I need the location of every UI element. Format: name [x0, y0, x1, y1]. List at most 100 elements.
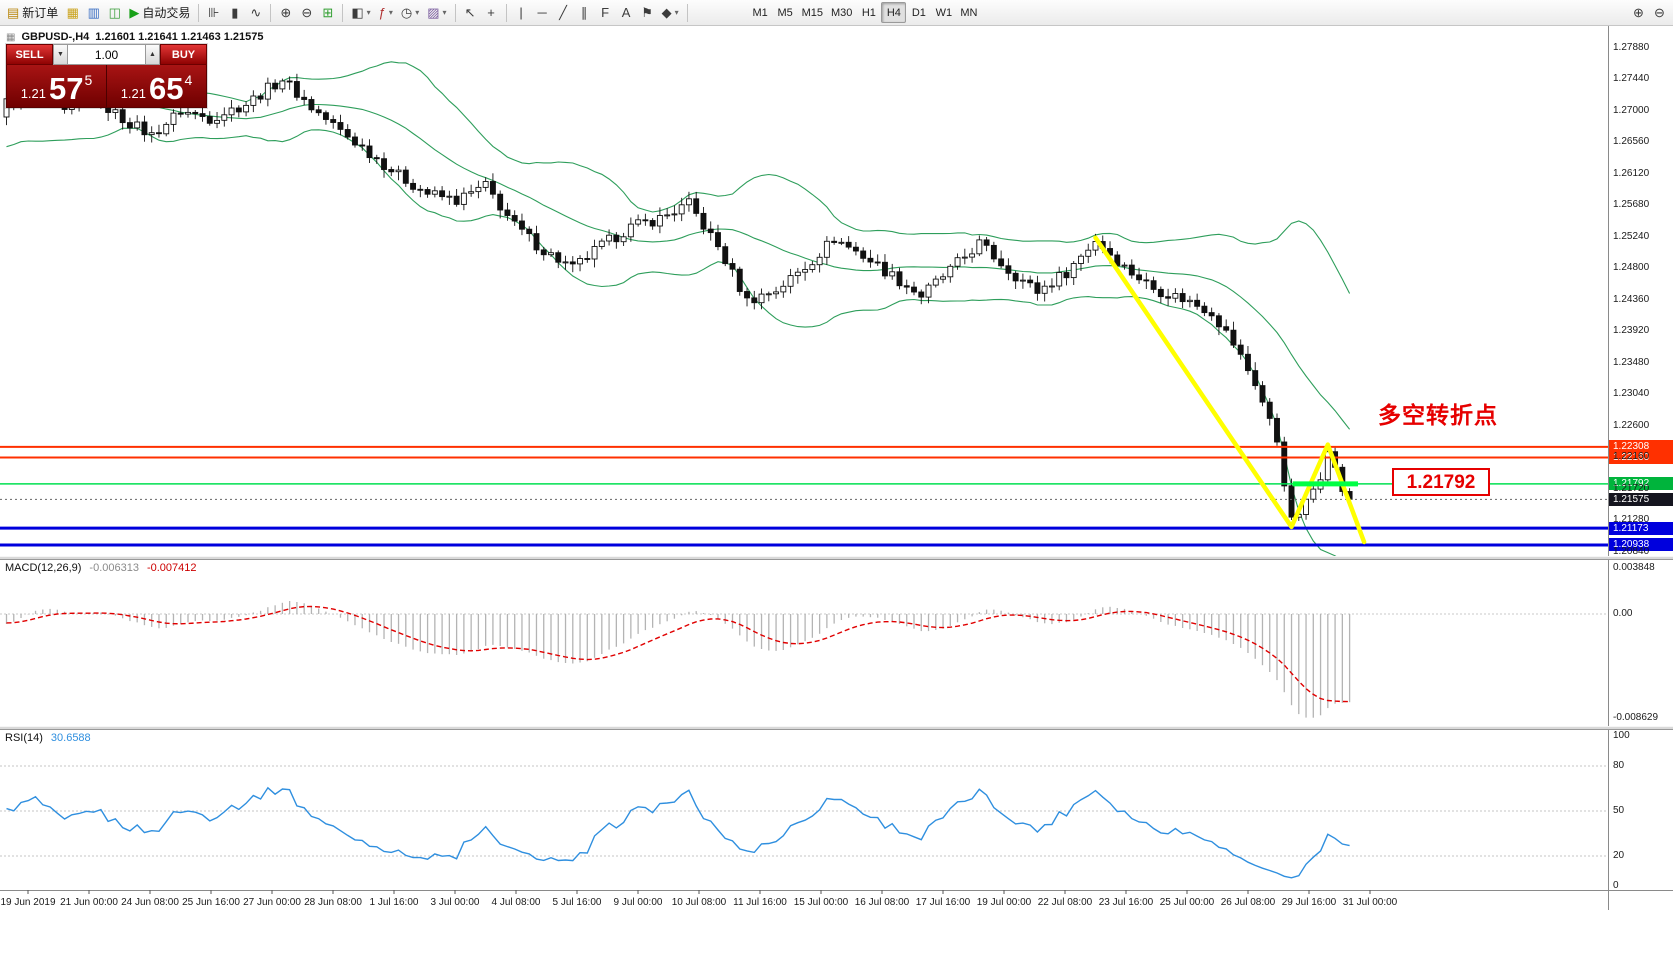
bollinger-middle-band — [6, 99, 1351, 430]
volume-increase-button[interactable]: ▲ — [145, 44, 160, 65]
panel-separator-macd[interactable] — [0, 556, 1673, 560]
trade-panel-prices: 1.21 57 5 1.21 65 4 — [6, 65, 207, 108]
yellow-zigzag-annotation[interactable] — [1093, 235, 1367, 545]
volume-input[interactable] — [68, 44, 145, 65]
indicators-list-icon: ƒ — [378, 5, 386, 20]
panel-separator-rsi[interactable] — [0, 726, 1673, 730]
turning-point-annotation[interactable]: 多空转折点 — [1378, 402, 1498, 428]
templates-button[interactable]: ▨ ▾ — [423, 2, 450, 23]
cursor-button[interactable]: ↖ — [460, 2, 481, 23]
crosshair-button[interactable]: + — [481, 2, 502, 23]
chart-profiles-button[interactable]: ▦ — [62, 2, 83, 23]
shapes-tool-button[interactable]: ◆ ▾ — [658, 2, 683, 23]
toolbar-group-trading: ▤ 新订单 ▦ ▥ ◫ ▶ 自动交易 — [3, 2, 194, 23]
line-chart-mode-icon: ∿ — [250, 5, 262, 20]
new-order-button[interactable]: ▤ 新订单 — [3, 2, 62, 23]
chart-profiles-icon: ▦ — [66, 5, 79, 20]
autotrading-label: 自动交易 — [142, 6, 191, 20]
new-chart-button[interactable]: ◧ ▾ — [347, 2, 374, 23]
buy-price-base: 1.21 — [120, 86, 147, 101]
zoom-out-button[interactable]: ⊖ — [296, 2, 317, 23]
chart-window-icon: ▦ — [6, 31, 16, 43]
toolbar-group-chart-manage: ◧ ▾ ƒ ▾ ◷ ▾ ▨ ▾ — [347, 2, 450, 23]
timeframe-m5-button[interactable]: M5 — [777, 6, 793, 19]
tile-windows-button[interactable]: ⊞ — [317, 2, 338, 23]
timeframe-h1-button[interactable]: H1 — [861, 6, 876, 19]
candlestick-mode-button[interactable]: ▮ — [224, 2, 245, 23]
periods-icon: ◷ — [400, 5, 413, 20]
buy-button[interactable]: BUY — [160, 44, 207, 65]
label-tool-button[interactable]: ⚑ — [637, 2, 658, 23]
market-watch-button[interactable]: ▥ — [83, 2, 104, 23]
macd-signal-line — [6, 605, 1350, 703]
timeframe-mn-button[interactable]: MN — [960, 6, 978, 19]
timeframe-m30-button[interactable]: M30 — [830, 6, 853, 19]
sell-price-display[interactable]: 1.21 57 5 — [7, 65, 106, 107]
vertical-line-tool-button[interactable]: | — [511, 2, 532, 23]
periods-dropdown-icon: ▾ — [415, 8, 420, 17]
magnify-out-button[interactable]: ⊖ — [1649, 2, 1670, 23]
new-order-label: 新订单 — [22, 6, 59, 20]
buy-price-display[interactable]: 1.21 65 4 — [107, 65, 206, 107]
candlestick-mode-icon: ▮ — [231, 5, 239, 20]
toolbar-group-drawing: | ─ ╱ ∥ F A ⚑ ◆ ▾ — [511, 2, 683, 23]
symbol-title: GBPUSD-,H4 — [21, 31, 90, 43]
new-order-icon: ▤ — [7, 5, 20, 20]
price-callout-annotation[interactable]: 1.21792 — [1392, 468, 1490, 496]
symbol-ohlc: 1.21601 1.21641 1.21463 1.21575 — [95, 31, 264, 43]
rsi-line — [6, 786, 1350, 879]
timeframe-w1-button[interactable]: W1 — [935, 6, 953, 19]
toolbar-separator — [505, 3, 507, 22]
toolbar-group-cursor: ↖ + — [460, 2, 502, 23]
line-chart-mode-button[interactable]: ∿ — [245, 2, 266, 23]
periods-button[interactable]: ◷ ▾ — [397, 2, 423, 23]
templates-dropdown-icon: ▾ — [442, 8, 447, 17]
channel-tool-button[interactable]: ∥ — [574, 2, 595, 23]
tile-windows-icon: ⊞ — [322, 5, 334, 20]
timeframe-h4-button[interactable]: H4 — [881, 2, 907, 23]
trendline-tool-button[interactable]: ╱ — [553, 2, 574, 23]
trade-panel-controls: SELL ▼ ▲ BUY — [6, 44, 207, 65]
vertical-line-tool-icon: | — [519, 5, 523, 20]
rsi-name: RSI(14) — [5, 732, 43, 744]
toolbar-separator — [686, 3, 688, 22]
macd-histogram — [5, 601, 1351, 718]
new-chart-icon: ◧ — [351, 5, 364, 20]
sell-button[interactable]: SELL — [6, 44, 53, 65]
zoom-in-button[interactable]: ⊕ — [275, 2, 296, 23]
timeframe-d1-button[interactable]: D1 — [911, 6, 926, 19]
toolbar-group-zoom: ⊕ ⊖ ⊞ — [275, 2, 338, 23]
horizontal-line-tool-icon: ─ — [537, 5, 547, 20]
timeframe-m1-button[interactable]: M1 — [752, 6, 768, 19]
trendline-tool-icon: ╱ — [559, 5, 567, 20]
candles — [3, 73, 1353, 521]
toolbar-group-window: ⊕ ⊖ — [1628, 2, 1670, 23]
buy-price-pips: 65 — [149, 70, 184, 106]
indicators-list-button[interactable]: ƒ ▾ — [375, 2, 397, 23]
text-tool-button[interactable]: A — [616, 2, 637, 23]
symbol-header: ▦ GBPUSD-,H4 1.21601 1.21641 1.21463 1.2… — [6, 31, 264, 43]
volume-decrease-button[interactable]: ▼ — [53, 44, 68, 65]
magnify-in-icon: ⊕ — [1633, 5, 1644, 20]
magnify-in-button[interactable]: ⊕ — [1628, 2, 1649, 23]
shapes-tool-icon: ◆ — [661, 5, 672, 20]
fibonacci-tool-button[interactable]: F — [595, 2, 616, 23]
indicators-list-dropdown-icon: ▾ — [388, 8, 393, 17]
text-tool-icon: A — [621, 5, 631, 20]
horizontal-line-tool-button[interactable]: ─ — [532, 2, 553, 23]
autotrading-icon: ▶ — [129, 5, 140, 20]
navigator-icon: ◫ — [108, 5, 121, 20]
navigator-button[interactable]: ◫ — [104, 2, 125, 23]
bar-chart-mode-button[interactable]: ⊪ — [203, 2, 224, 23]
main-price-panel — [3, 58, 1353, 556]
channel-tool-icon: ∥ — [580, 5, 588, 20]
macd-panel — [0, 601, 1608, 718]
bollinger-lower-band — [6, 127, 1337, 556]
macd-signal-value: -0.007412 — [146, 562, 197, 574]
macd-indicator-header: MACD(12,26,9) -0.006313 -0.007412 — [5, 562, 197, 574]
one-click-trading-panel: SELL ▼ ▲ BUY 1.21 57 5 1.21 65 4 — [6, 44, 207, 108]
autotrading-button[interactable]: ▶ 自动交易 — [125, 2, 194, 23]
toolbar-separator — [342, 3, 344, 22]
timeframe-m15-button[interactable]: M15 — [801, 6, 823, 19]
